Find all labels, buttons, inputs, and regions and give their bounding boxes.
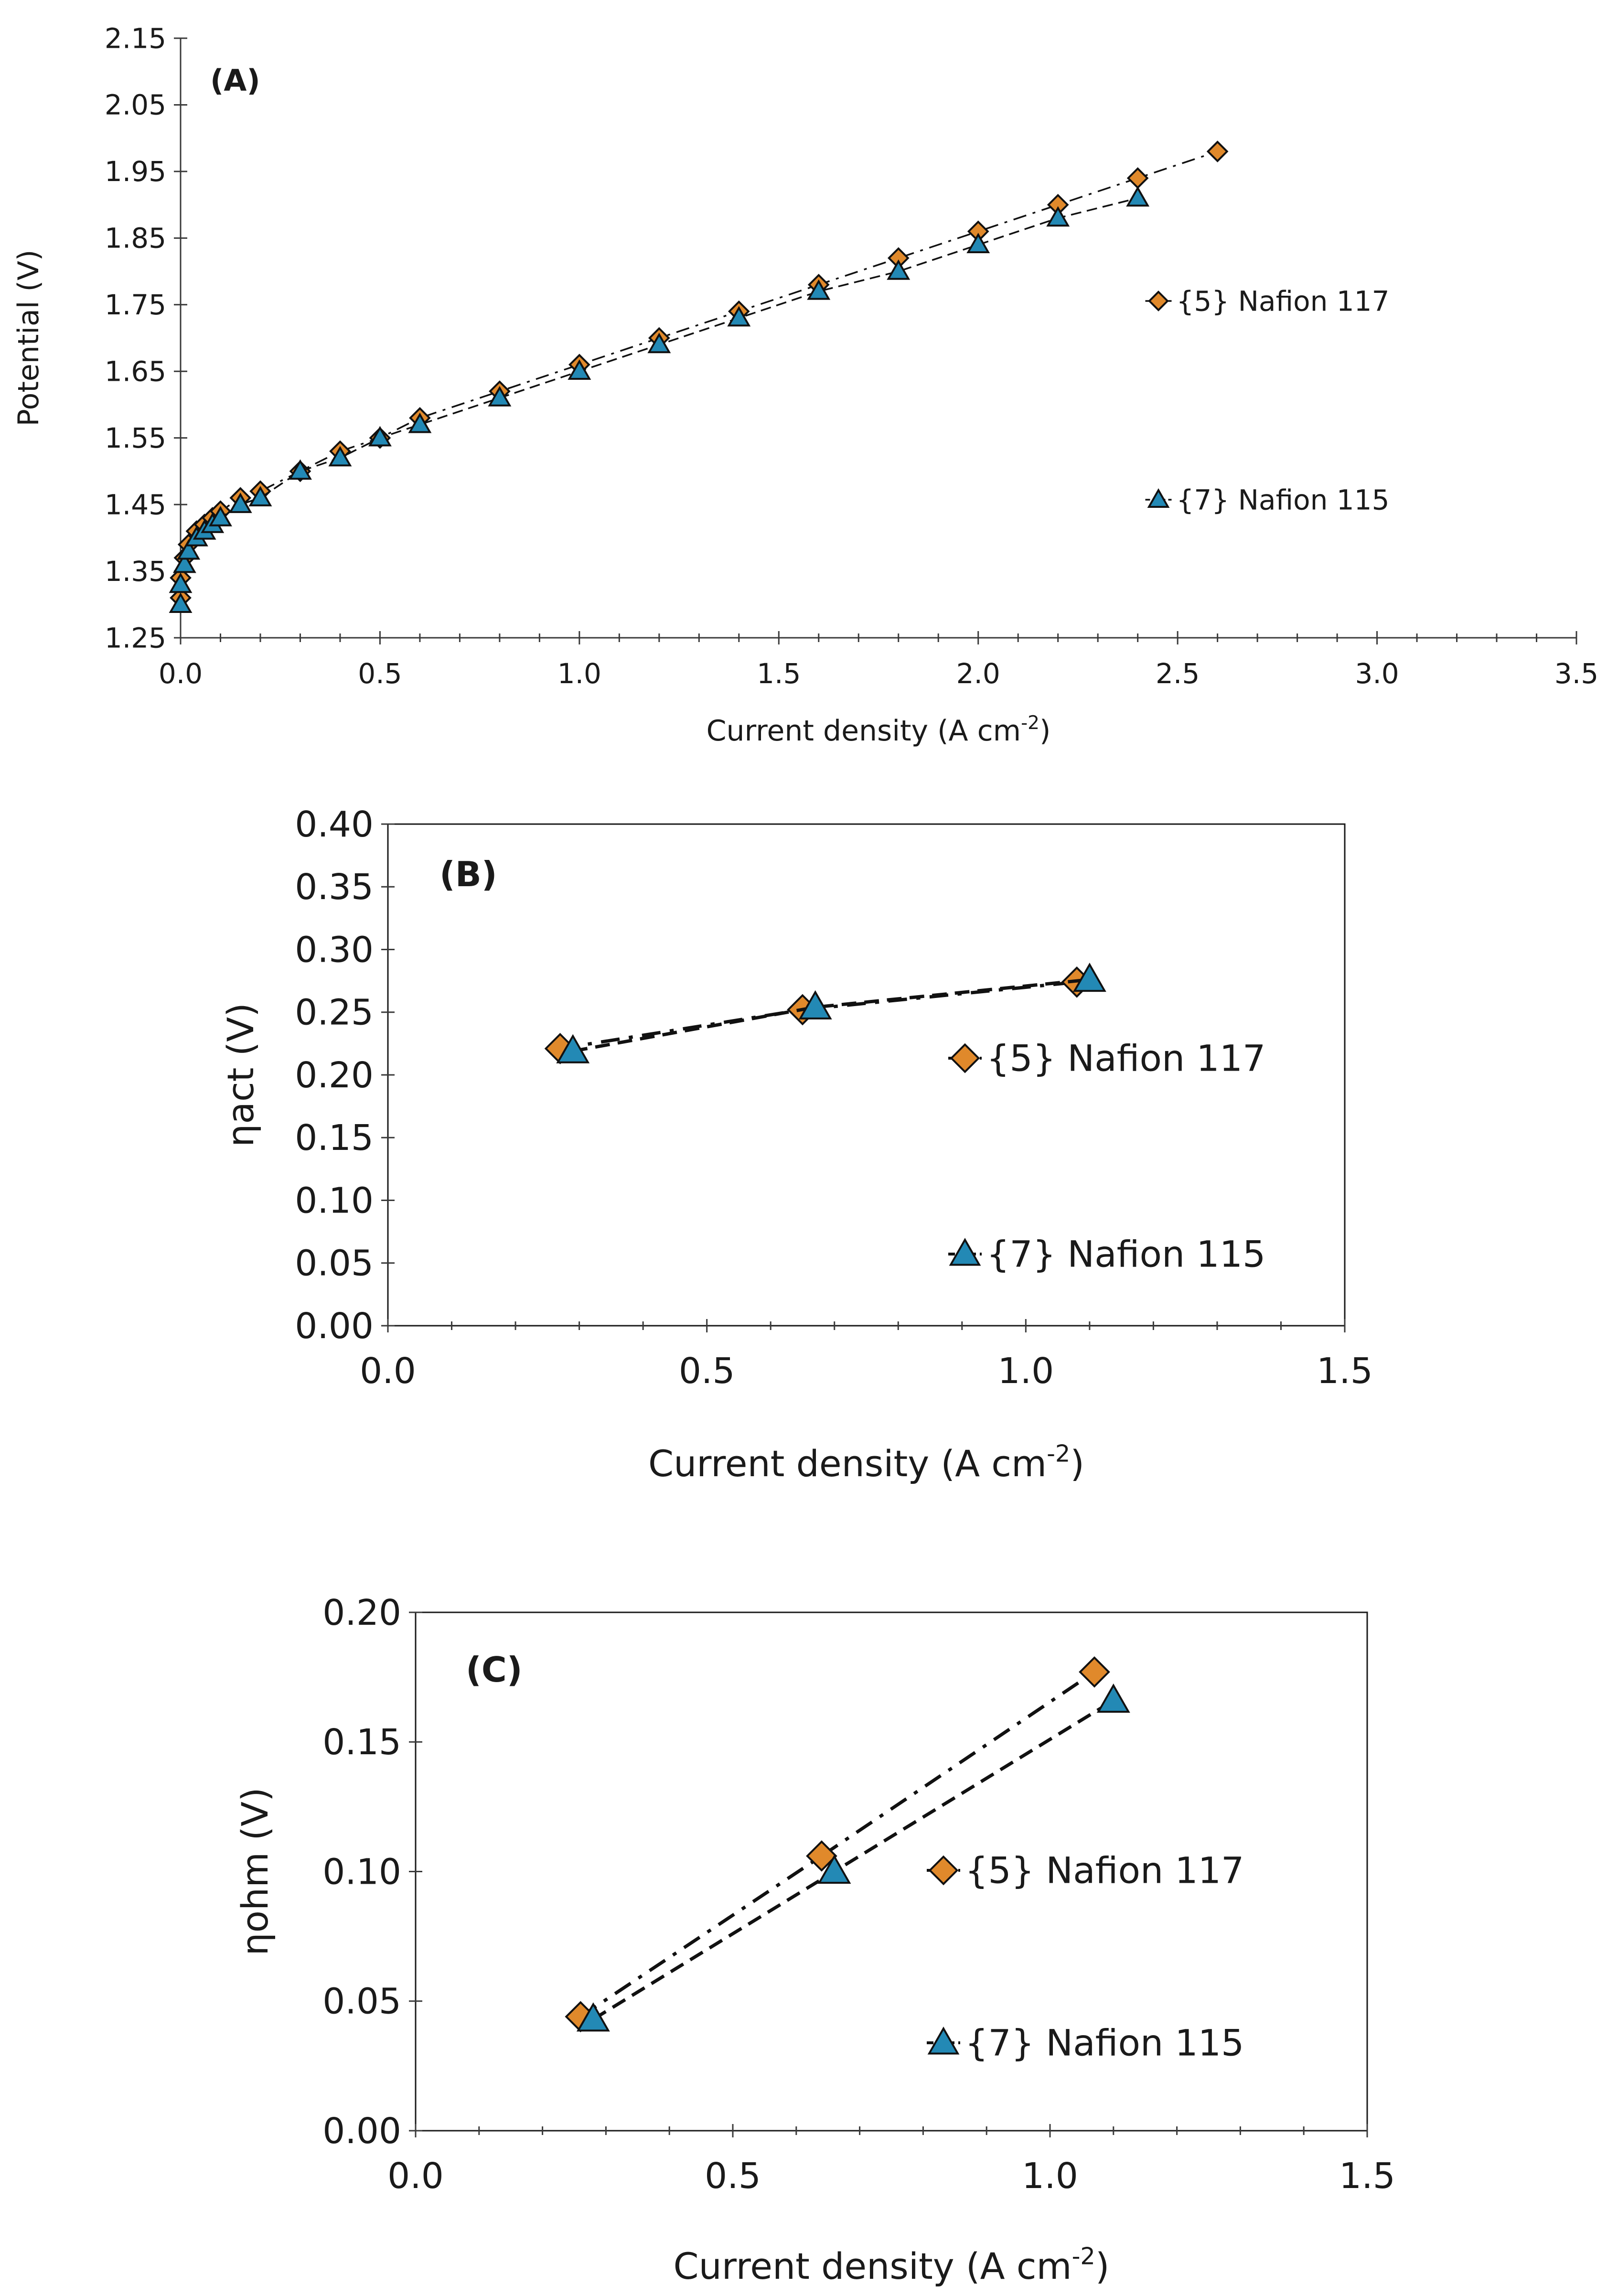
data-point-nafion-115: [647, 333, 671, 354]
data-point-nafion-115: [172, 552, 196, 573]
y-tick-label: 2.05: [105, 89, 166, 121]
x-tick-label: 0.5: [358, 657, 402, 690]
y-tick-label: 1.55: [105, 422, 166, 454]
y-tick-label: 1.85: [105, 222, 166, 255]
data-point-nafion-117: [1079, 1656, 1110, 1688]
x-tick-label: 0.5: [705, 2156, 761, 2197]
x-axis-label: Current density (A cm-2): [707, 712, 1051, 748]
data-point-nafion-115: [169, 592, 193, 613]
x-tick-label: 1.5: [757, 657, 801, 690]
data-point-nafion-117: [806, 1840, 837, 1872]
panel-a-chart: 1.25 1.35 1.45 1.55 1.65 1.75 1.85 1.95 2.05 2.15…: [12, 22, 1598, 748]
panel-label: (A): [210, 63, 260, 98]
y-tick-label: 0.35: [295, 867, 374, 908]
x-tick-label: 2.5: [1156, 657, 1200, 690]
legend-label: {7} Nafion 115: [1177, 483, 1390, 516]
x-tick-label: 1.0: [1022, 2156, 1078, 2197]
x-tick-label: 0.0: [159, 657, 203, 690]
legend-marker: [949, 1238, 981, 1266]
data-point-nafion-115: [798, 990, 832, 1019]
x-tick-label: 3.5: [1554, 657, 1598, 690]
data-point-nafion-115: [368, 426, 392, 447]
y-tick-label: 0.15: [295, 1117, 374, 1159]
data-point-nafion-115: [576, 2002, 610, 2032]
data-point-nafion-115: [488, 386, 512, 407]
x-tick-label: 2.0: [956, 657, 1000, 690]
data-point-nafion-115: [177, 539, 201, 560]
y-tick-label: 0.00: [322, 2111, 401, 2152]
legend-label: {7} Nafion 115: [965, 2022, 1244, 2064]
series-line-2: [572, 978, 1090, 1053]
data-point-nafion-115: [1096, 1683, 1130, 1713]
y-tick-label: 0.30: [295, 929, 374, 970]
data-point-nafion-115: [289, 459, 312, 480]
y-tick-label: 0.00: [295, 1306, 374, 1347]
x-axis-label: Current density (A cm-2): [674, 2242, 1110, 2287]
x-tick-label: 0.0: [360, 1351, 416, 1392]
data-point-nafion-115: [408, 412, 432, 433]
y-tick-label: 1.65: [105, 355, 166, 388]
data-point-nafion-115: [727, 306, 751, 327]
legend-label: {7} Nafion 115: [986, 1233, 1265, 1276]
panel-c-chart: 0.00 0.05 0.10 0.15 0.20 0.0 0.5 1.0 1.5 Current …: [234, 1592, 1395, 2287]
panel-b-chart: 0.00 0.05 0.10 0.15 0.20 0.25 0.30 0.35 0.40 0.0 0…: [219, 804, 1373, 1485]
y-tick-label: 0.15: [322, 1722, 401, 1763]
data-point-nafion-115: [887, 259, 911, 280]
x-tick-label: 0.5: [679, 1351, 735, 1392]
data-point-nafion-115: [568, 359, 591, 380]
y-tick-label: 1.45: [105, 488, 166, 521]
data-point-nafion-115: [807, 279, 831, 300]
legend-marker: [950, 1043, 980, 1073]
data-point-nafion-115: [556, 1034, 590, 1063]
data-point-nafion-117: [1206, 140, 1229, 162]
y-axis-label: ηact (V): [219, 1003, 262, 1147]
x-axis-label: Current density (A cm-2): [648, 1440, 1084, 1485]
legend-label: {5} Nafion 117: [965, 1849, 1244, 1892]
data-point-nafion-115: [817, 1854, 851, 1884]
y-tick-label: 2.15: [105, 22, 166, 54]
series-line-2: [180, 197, 1138, 605]
data-point-nafion-115: [328, 446, 352, 467]
x-tick-label: 3.0: [1355, 657, 1399, 690]
y-tick-label: 0.05: [322, 1981, 401, 2022]
y-tick-label: 1.25: [105, 622, 166, 654]
y-tick-label: 0.25: [295, 992, 374, 1033]
panel-label: (B): [439, 854, 497, 894]
y-tick-label: 0.10: [295, 1180, 374, 1221]
legend-marker: [927, 2027, 960, 2055]
y-tick-label: 1.35: [105, 555, 166, 588]
data-point-nafion-115: [1046, 206, 1070, 227]
data-point-nafion-115: [248, 486, 272, 506]
data-point-nafion-115: [1072, 962, 1106, 992]
legend-label: {5} Nafion 117: [1177, 285, 1390, 317]
x-tick-label: 1.5: [1317, 1351, 1373, 1392]
y-tick-label: 0.40: [295, 804, 374, 845]
y-tick-label: 0.05: [295, 1243, 374, 1284]
data-point-nafion-115: [1126, 186, 1150, 207]
data-point-nafion-115: [169, 572, 193, 593]
legend-marker: [928, 1855, 959, 1886]
y-axis-label: ηohm (V): [234, 1787, 276, 1955]
data-point-nafion-117: [1126, 167, 1149, 189]
panel-label: (C): [466, 1650, 523, 1690]
data-point-nafion-115: [228, 493, 252, 513]
x-tick-label: 0.0: [387, 2156, 444, 2197]
x-tick-label: 1.5: [1339, 2156, 1395, 2197]
y-tick-label: 0.10: [322, 1851, 401, 1892]
y-tick-label: 1.95: [105, 155, 166, 188]
legend-marker: [1148, 290, 1169, 311]
y-tick-label: 1.75: [105, 289, 166, 321]
y-tick-label: 0.20: [295, 1055, 374, 1096]
data-point-nafion-115: [966, 233, 990, 254]
y-tick-label: 0.20: [322, 1592, 401, 1633]
legend-marker: [1147, 488, 1170, 508]
y-axis-label: Potential (V): [12, 250, 45, 427]
x-tick-label: 1.0: [557, 657, 601, 690]
series-line-1: [579, 1670, 1095, 2018]
x-tick-label: 1.0: [997, 1351, 1054, 1392]
data-point-nafion-115: [209, 505, 232, 526]
legend-label: {5} Nafion 117: [986, 1037, 1265, 1080]
